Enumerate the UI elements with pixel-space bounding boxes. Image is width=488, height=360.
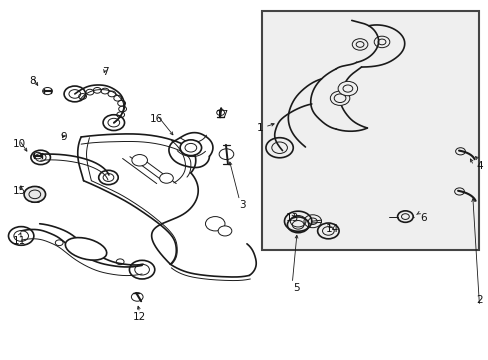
Circle shape xyxy=(218,226,231,236)
Circle shape xyxy=(205,217,224,231)
Text: 13: 13 xyxy=(285,213,298,222)
Text: 16: 16 xyxy=(150,114,163,124)
Circle shape xyxy=(330,91,349,105)
Circle shape xyxy=(180,140,201,156)
Text: 8: 8 xyxy=(29,76,36,86)
Text: 1: 1 xyxy=(256,123,263,133)
Text: 14: 14 xyxy=(325,225,338,234)
Bar xyxy=(261,12,478,250)
Text: 3: 3 xyxy=(239,200,246,210)
Circle shape xyxy=(337,81,357,96)
Text: 12: 12 xyxy=(133,312,146,322)
Circle shape xyxy=(132,154,147,166)
Text: 15: 15 xyxy=(13,186,26,196)
Text: 4: 4 xyxy=(475,161,482,171)
Text: 5: 5 xyxy=(293,283,299,293)
Text: 2: 2 xyxy=(475,295,482,305)
Text: 11: 11 xyxy=(13,236,26,246)
Text: 6: 6 xyxy=(419,213,426,222)
Circle shape xyxy=(24,186,45,202)
Text: 9: 9 xyxy=(61,132,67,142)
Ellipse shape xyxy=(65,238,106,260)
Circle shape xyxy=(159,173,173,183)
Text: 10: 10 xyxy=(13,139,26,149)
Text: 7: 7 xyxy=(102,67,109,77)
Text: 17: 17 xyxy=(216,111,229,121)
